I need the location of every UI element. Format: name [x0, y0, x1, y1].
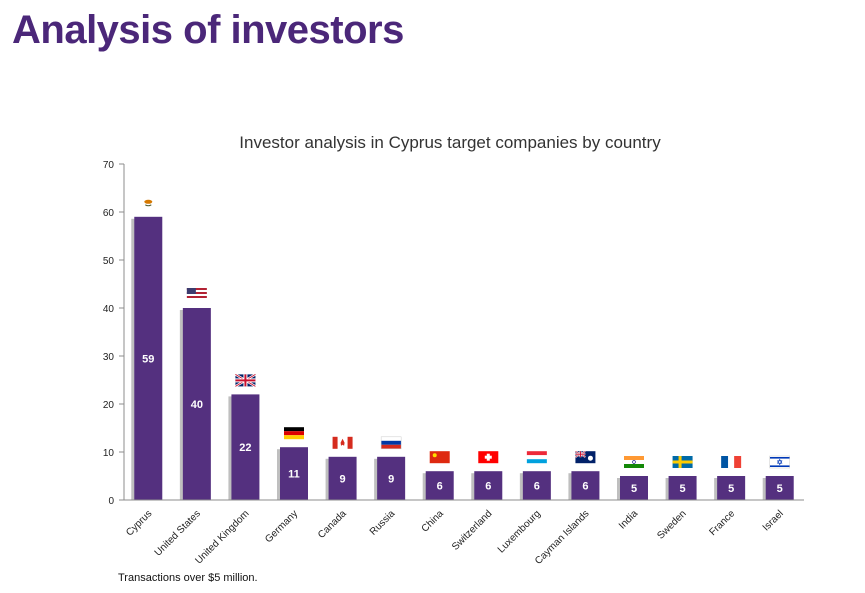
x-tick-label: India: [617, 508, 640, 531]
luxembourg-flag-icon: [526, 451, 547, 464]
bar-russia: [377, 456, 406, 500]
bar-value-label: 6: [582, 481, 588, 493]
bar-value-label: 11: [288, 469, 300, 481]
bar-luxembourg: [522, 471, 551, 500]
bar-side: [617, 478, 621, 500]
israel-flag-icon: [769, 455, 790, 469]
bar-value-label: 5: [728, 483, 734, 495]
bar-side: [471, 473, 476, 500]
y-tick-label: 60: [103, 208, 115, 219]
bar-side: [762, 478, 767, 500]
y-tick-label: 40: [103, 304, 115, 315]
bar-value-label: 5: [631, 483, 637, 495]
y-tick-label: 10: [103, 448, 115, 459]
y-axis: 0 10 20 30 40 50 60 70: [103, 160, 125, 507]
x-tick-label: Germany: [263, 508, 300, 545]
uk-flag-icon: [234, 373, 257, 388]
germany-flag-icon: [284, 427, 304, 440]
bar-side: [374, 458, 379, 500]
x-tick-label: Israel: [761, 508, 786, 533]
y-tick-label: 20: [103, 400, 115, 411]
x-tick-label: Russia: [368, 508, 398, 538]
x-tick-label: Canada: [316, 508, 349, 541]
china-flag-icon: [429, 451, 450, 464]
y-tick-label: 70: [103, 160, 115, 171]
bar-side: [422, 473, 427, 500]
bar-cayman-islands: [571, 471, 600, 500]
bar-side: [325, 458, 330, 500]
bar-side: [131, 218, 136, 501]
usa-flag-icon: [186, 288, 207, 300]
x-tick-label: China: [420, 508, 447, 535]
bar-germany: [280, 447, 308, 500]
y-tick-label: 50: [103, 256, 115, 267]
bar-value-label: 59: [142, 353, 154, 365]
bar-value-label: 9: [388, 473, 394, 485]
bar-value-label: 5: [680, 483, 686, 495]
bar-side: [568, 473, 573, 500]
x-tick-label: France: [707, 508, 737, 538]
bar-value-label: 9: [340, 473, 346, 485]
bar-switzerland: [474, 471, 503, 500]
cayman-islands-flag-icon: [575, 450, 596, 464]
y-tick-label: 30: [103, 352, 115, 363]
bar-side: [277, 449, 281, 500]
bar-china: [425, 471, 454, 500]
france-flag-icon: [721, 456, 742, 468]
bar-side: [714, 478, 719, 500]
slide-title: Analysis of investors: [12, 8, 404, 52]
bar-sweden: [668, 476, 697, 500]
footnote: Transactions over $5 million.: [118, 572, 258, 584]
x-tick-label: Sweden: [655, 508, 688, 541]
bar-value-label: 6: [437, 481, 443, 493]
chart-title: Investor analysis in Cyprus target compa…: [239, 133, 661, 152]
bar-side: [519, 473, 524, 500]
x-tick-label: United Kingdom: [193, 508, 251, 566]
russia-flag-icon: [380, 436, 402, 450]
bar-united-states: [182, 308, 211, 500]
canada-flag-icon: [332, 436, 353, 449]
bar-value-label: 40: [191, 399, 203, 411]
bar-india: [620, 476, 648, 500]
bars: 59 40 22 11 9 9 6 6 6 6 5 5 5 5: [131, 198, 794, 501]
x-tick-label: Cyprus: [124, 508, 154, 538]
bar-value-label: 6: [534, 481, 540, 493]
india-flag-icon: [624, 456, 644, 468]
x-tick-label: Luxembourg: [496, 508, 543, 555]
bar-cyprus: [134, 216, 163, 501]
bar-value-label: 5: [777, 483, 783, 495]
cyprus-flag-icon: [141, 198, 156, 207]
bar-value-label: 6: [485, 481, 491, 493]
sweden-flag-icon: [672, 456, 693, 468]
bar-side: [665, 478, 670, 500]
bar-value-label: 22: [239, 442, 251, 454]
bar-united-kingdom: [231, 394, 260, 500]
x-tick-label: Switzerland: [450, 508, 494, 552]
x-tick-label: United States: [153, 508, 203, 558]
bar-side: [179, 310, 184, 500]
bar-israel: [765, 476, 794, 500]
y-tick-label: 0: [108, 496, 114, 507]
bar-side: [228, 396, 233, 500]
bar-france: [717, 476, 746, 500]
switzerland-flag-icon: [478, 451, 499, 464]
bar-canada: [328, 456, 357, 500]
